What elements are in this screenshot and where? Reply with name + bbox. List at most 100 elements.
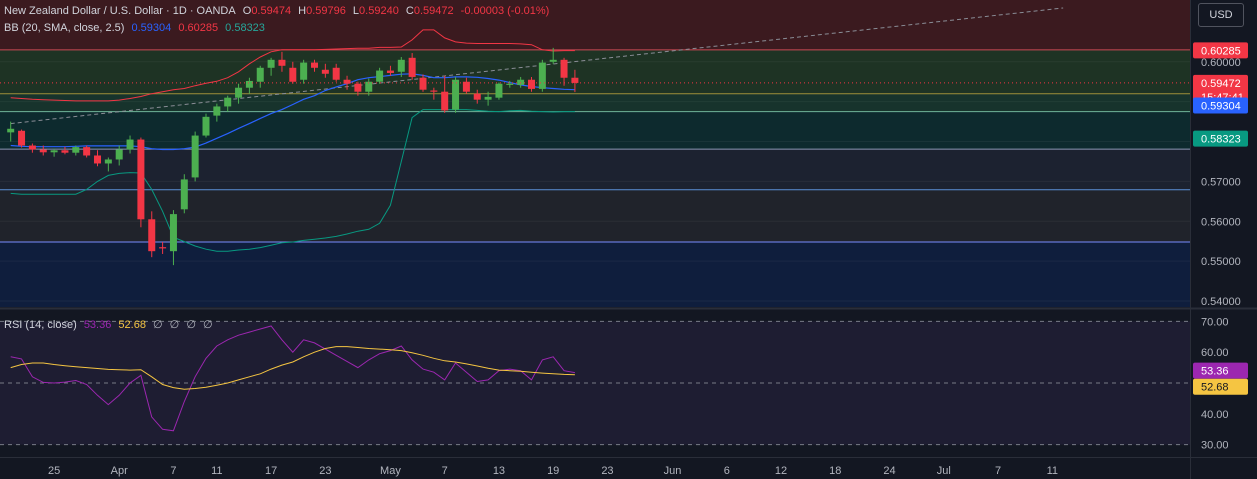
price-zone-2 <box>0 93 1190 112</box>
candle-body <box>571 77 579 83</box>
bb-basis-value: 0.59304 <box>131 22 172 34</box>
candle-body <box>278 59 286 66</box>
candle-body <box>386 70 394 73</box>
rsi-name: RSI (14, close) <box>4 319 77 331</box>
candle-body <box>18 130 26 146</box>
candle-body <box>169 214 177 252</box>
high-label: H <box>298 5 307 17</box>
time-label: 23 <box>601 465 613 477</box>
time-label: 7 <box>442 465 448 477</box>
bb-upper-line <box>10 29 575 102</box>
candle-body <box>484 96 492 100</box>
time-axis[interactable]: 25 Apr 7 11 17 23 May 7 13 19 23 Jun 6 12 18 24 Jul 7 11 <box>0 457 1257 478</box>
bb-name: BB (20, SMA, close, 2.5) <box>4 22 125 34</box>
bb-upper-value: 0.60285 <box>178 22 219 34</box>
candle-44 <box>484 91 492 106</box>
price-zone-6 <box>0 242 1190 307</box>
rsi-tick-label: 30.00 <box>1201 440 1229 452</box>
candle-body <box>50 150 58 153</box>
time-label: 18 <box>829 465 841 477</box>
candle-52 <box>571 69 579 93</box>
time-label: May <box>380 465 401 477</box>
low-label: L <box>352 5 360 17</box>
candle-4 <box>50 148 58 157</box>
candle-body <box>430 90 438 92</box>
candle-26 <box>289 61 297 84</box>
candle-17 <box>191 131 199 182</box>
time-label: 13 <box>493 465 505 477</box>
change-value: -0.00003 (-0.01%) <box>460 5 550 17</box>
candle-28 <box>311 59 318 72</box>
high-value: 0.59796 <box>306 5 346 17</box>
candle-48 <box>528 76 535 92</box>
rsi-ma-tag-text: 52.68 <box>1201 382 1229 394</box>
candle-35 <box>386 65 394 76</box>
rsi-ma-tag-bg <box>1193 378 1248 395</box>
candle-body <box>376 70 384 82</box>
bb-legend[interactable]: BB (20, SMA, close, 2.5) 0.59304 0.60285… <box>4 22 269 34</box>
na-value-2: ∅ <box>169 319 180 331</box>
candle-body <box>549 59 557 62</box>
candle-10 <box>115 145 123 166</box>
na-value-1: ∅ <box>153 319 163 331</box>
candle-1 <box>18 129 26 148</box>
candle-47 <box>517 76 525 88</box>
time-label: 11 <box>1047 465 1058 477</box>
rsi-pane[interactable] <box>0 320 1190 446</box>
candle-body <box>180 179 188 210</box>
bb-lower-tag-bg <box>1193 130 1248 147</box>
candle-39 <box>430 87 438 100</box>
na-value-3: ∅ <box>186 319 196 331</box>
candle-22 <box>245 77 253 94</box>
rsi-value: 53.36 <box>83 319 112 331</box>
candle-34 <box>376 67 384 84</box>
rsi-tick-label: 70.00 <box>1201 316 1229 328</box>
symbol-title[interactable]: New Zealand Dollar / U.S. Dollar · 1D · … <box>4 5 236 17</box>
rsi-tick-label: 60.00 <box>1201 347 1229 359</box>
candle-body <box>202 116 210 136</box>
bb-basis-tag-text: 0.59304 <box>1201 101 1241 113</box>
time-label: 19 <box>547 465 559 477</box>
bb-lower-value: 0.58323 <box>225 22 265 34</box>
candle-43 <box>473 89 481 104</box>
candle-15 <box>169 210 177 266</box>
candle-body <box>115 149 123 160</box>
price-pane[interactable] <box>0 0 1257 310</box>
candle-38 <box>419 74 427 92</box>
candle-body <box>528 79 535 89</box>
price-tick-label: 0.57000 <box>1201 176 1241 188</box>
candle-body <box>245 80 253 88</box>
candle-20 <box>224 95 232 112</box>
pane-separator <box>0 307 1257 310</box>
low-value: 0.59240 <box>359 5 399 17</box>
candle-2 <box>28 143 36 153</box>
candle-body <box>517 79 525 85</box>
na-value-4: ∅ <box>202 319 213 331</box>
price-axis[interactable]: 0.600000.590000.580000.570000.560000.550… <box>1190 0 1249 479</box>
candle-13 <box>148 211 156 258</box>
price-tick-label: 0.56000 <box>1201 216 1241 228</box>
time-label: 12 <box>775 465 787 477</box>
candle-body <box>83 147 91 156</box>
candle-body <box>408 57 416 77</box>
currency-button[interactable]: USD <box>1198 3 1244 27</box>
price-zone-0 <box>0 0 1190 50</box>
time-label: Jul <box>937 465 951 477</box>
bb-basis-tag-bg <box>1193 97 1248 114</box>
price-tick-label: 0.55000 <box>1201 256 1241 268</box>
candle-body <box>39 149 47 153</box>
candle-body <box>332 67 340 80</box>
rsi-ma-value: 52.68 <box>118 319 146 331</box>
price-zone-1 <box>0 49 1190 94</box>
price-zone-4 <box>0 149 1190 190</box>
time-label: 7 <box>995 465 1001 477</box>
candle-33 <box>365 78 373 96</box>
candle-body <box>256 67 264 82</box>
rsi-legend[interactable]: RSI (14, close) 53.36 52.68 ∅ ∅ ∅ ∅ <box>4 318 217 331</box>
candle-21 <box>235 83 243 104</box>
bb-lower-tag-text: 0.58323 <box>1201 134 1241 146</box>
candle-body <box>159 247 167 249</box>
candle-body <box>473 93 481 100</box>
